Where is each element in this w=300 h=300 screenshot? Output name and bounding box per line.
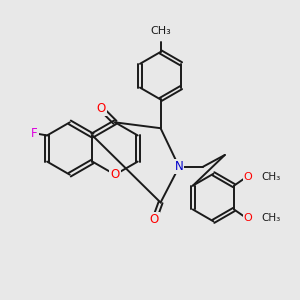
Text: CH₃: CH₃ bbox=[262, 213, 281, 223]
Text: CH₃: CH₃ bbox=[262, 172, 281, 182]
Text: O: O bbox=[244, 172, 253, 182]
Text: N: N bbox=[175, 160, 183, 173]
Text: F: F bbox=[31, 128, 38, 140]
Text: O: O bbox=[244, 213, 253, 223]
Text: O: O bbox=[97, 102, 106, 115]
Text: CH₃: CH₃ bbox=[150, 26, 171, 36]
Text: O: O bbox=[150, 213, 159, 226]
Text: O: O bbox=[110, 168, 120, 181]
